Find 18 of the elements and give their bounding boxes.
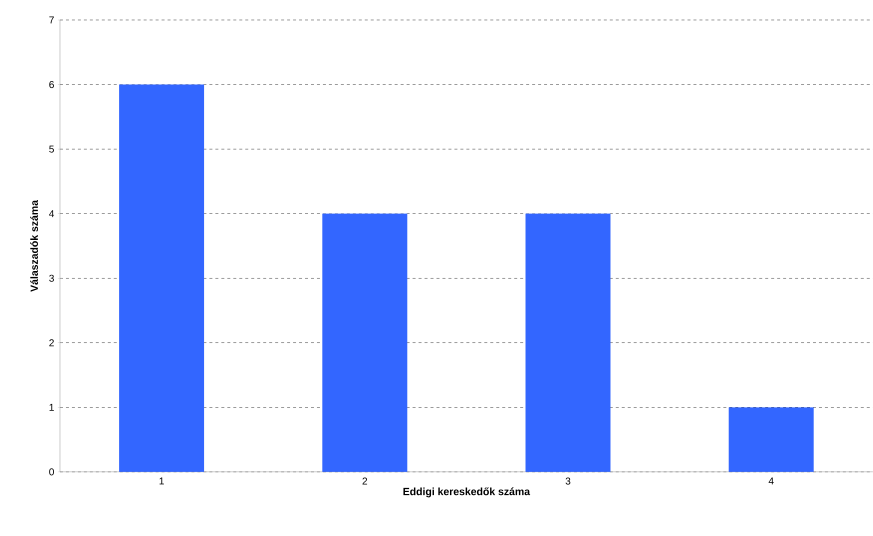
y-tick-label: 6 — [49, 81, 54, 88]
y-tick-label: 4 — [49, 210, 54, 218]
y-tick-label: 1 — [50, 404, 54, 411]
y-tick-label: 7 — [49, 16, 54, 24]
y-tick-label: 0 — [49, 468, 54, 476]
x-tick-label: 2 — [362, 478, 368, 485]
bar — [728, 407, 814, 472]
y-tick-label: 2 — [49, 339, 54, 346]
x-tick-label: 3 — [566, 478, 570, 485]
x-tick-label: 4 — [768, 478, 774, 484]
bar — [119, 84, 204, 472]
y-axis-title: Válaszadók száma — [30, 200, 38, 292]
bar — [526, 214, 610, 472]
x-axis-title: Eddigi kereskedők száma — [403, 487, 530, 498]
bar — [322, 214, 408, 472]
y-tick-label: 3 — [49, 274, 54, 282]
x-tick-label: 1 — [160, 478, 164, 484]
y-tick-label: 5 — [49, 146, 54, 153]
